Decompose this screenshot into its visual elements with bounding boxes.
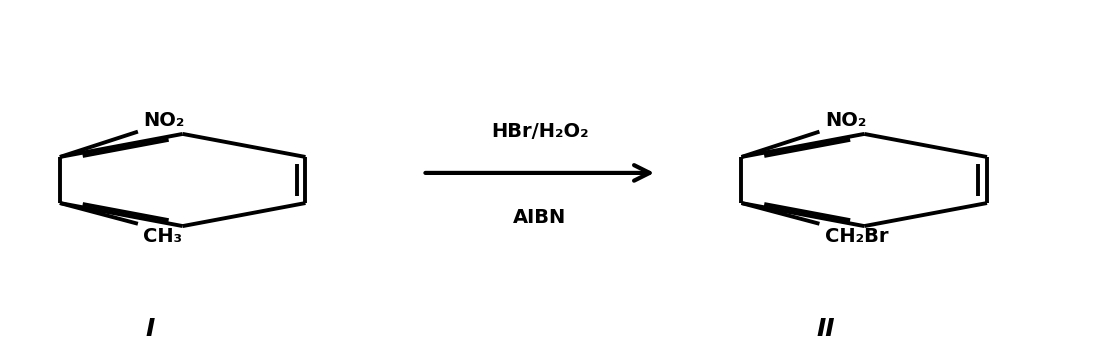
Text: I: I <box>146 317 155 341</box>
Text: NO₂: NO₂ <box>825 111 866 130</box>
Text: AIBN: AIBN <box>513 208 567 228</box>
Text: NO₂: NO₂ <box>144 111 185 130</box>
Text: CH₃: CH₃ <box>144 226 182 246</box>
Text: II: II <box>817 317 835 341</box>
Text: HBr/H₂O₂: HBr/H₂O₂ <box>491 122 589 141</box>
Text: CH₂Br: CH₂Br <box>825 226 889 246</box>
